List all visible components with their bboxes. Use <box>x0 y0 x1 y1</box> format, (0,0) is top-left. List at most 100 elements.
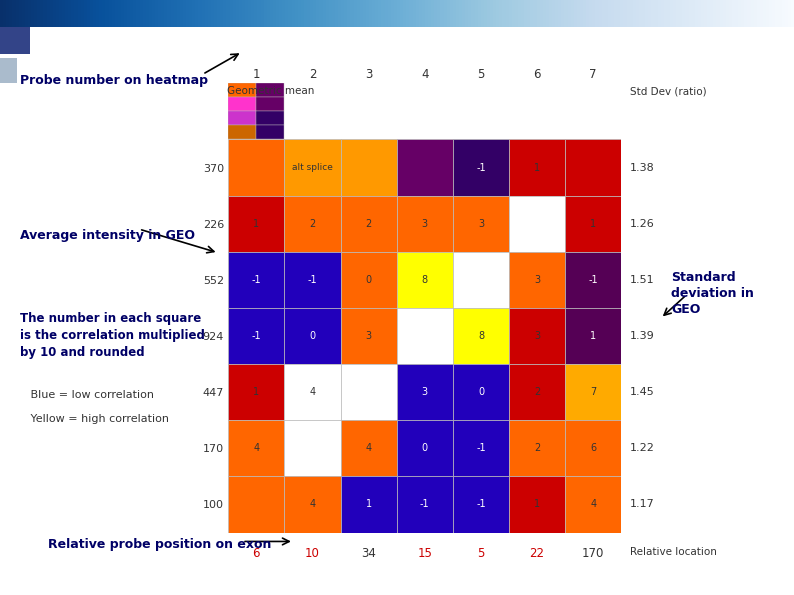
Bar <box>509 196 565 252</box>
Bar <box>228 111 256 126</box>
Text: 1: 1 <box>590 219 596 228</box>
Bar <box>256 98 284 111</box>
Text: 3: 3 <box>534 275 540 285</box>
Text: Geometric mean: Geometric mean <box>227 86 314 96</box>
Bar <box>228 139 284 196</box>
Text: 4: 4 <box>365 443 372 453</box>
Text: 170: 170 <box>582 547 604 559</box>
Bar <box>397 196 453 252</box>
Bar <box>341 477 397 533</box>
Bar <box>228 196 284 252</box>
Bar <box>509 252 565 308</box>
Bar <box>397 139 453 196</box>
Text: Relative probe position on exon: Relative probe position on exon <box>48 538 271 552</box>
Text: -1: -1 <box>307 275 318 285</box>
Text: 15: 15 <box>418 547 432 559</box>
Text: Relative location: Relative location <box>630 547 717 556</box>
Text: 1: 1 <box>590 331 596 341</box>
Bar <box>341 420 397 477</box>
Text: -1: -1 <box>252 331 261 341</box>
Bar <box>256 126 284 139</box>
Bar <box>397 364 453 420</box>
Bar <box>284 139 341 196</box>
Bar <box>453 308 509 364</box>
Text: Standard
deviation in
GEO: Standard deviation in GEO <box>671 271 754 316</box>
Text: -1: -1 <box>476 443 486 453</box>
Text: 1.17: 1.17 <box>630 499 654 509</box>
Text: 5: 5 <box>477 547 484 559</box>
Bar <box>228 420 284 477</box>
Bar <box>341 308 397 364</box>
Bar <box>565 420 622 477</box>
Text: 34: 34 <box>361 547 376 559</box>
Text: 1.38: 1.38 <box>630 162 654 173</box>
Text: 1.39: 1.39 <box>630 331 654 341</box>
Text: 7: 7 <box>590 387 596 397</box>
Bar <box>256 83 284 98</box>
Text: 2: 2 <box>534 443 540 453</box>
Text: 1: 1 <box>365 499 372 509</box>
Text: 0: 0 <box>310 331 315 341</box>
Bar <box>565 139 622 196</box>
Text: 4: 4 <box>590 499 596 509</box>
Bar <box>228 252 284 308</box>
Text: Std Dev (ratio): Std Dev (ratio) <box>630 86 707 96</box>
Bar <box>453 420 509 477</box>
Text: 0: 0 <box>478 387 484 397</box>
Bar <box>453 139 509 196</box>
Bar <box>509 477 565 533</box>
Text: 1.51: 1.51 <box>630 275 654 285</box>
Text: 8: 8 <box>422 275 428 285</box>
Bar <box>341 364 397 420</box>
Bar <box>397 308 453 364</box>
Text: 10: 10 <box>305 547 320 559</box>
Text: 4: 4 <box>310 499 315 509</box>
Bar <box>228 126 256 139</box>
Text: Average intensity in GEO: Average intensity in GEO <box>20 229 195 242</box>
Text: -1: -1 <box>252 275 261 285</box>
Text: 8: 8 <box>478 331 484 341</box>
Text: 3: 3 <box>422 219 428 228</box>
Text: -1: -1 <box>420 499 430 509</box>
Bar <box>341 139 397 196</box>
Text: 3: 3 <box>422 387 428 397</box>
Bar <box>397 420 453 477</box>
Bar <box>453 196 509 252</box>
Text: 0: 0 <box>422 443 428 453</box>
Bar <box>228 83 256 98</box>
Text: The number in each square
is the correlation multiplied
by 10 and rounded: The number in each square is the correla… <box>20 312 205 359</box>
Text: 1.45: 1.45 <box>630 387 654 397</box>
Bar <box>284 364 341 420</box>
Bar <box>453 477 509 533</box>
Bar <box>397 252 453 308</box>
Text: 1: 1 <box>534 499 540 509</box>
Bar <box>453 364 509 420</box>
Text: alt splice: alt splice <box>292 163 333 172</box>
Text: 4: 4 <box>310 387 315 397</box>
Bar <box>284 308 341 364</box>
Text: 1: 1 <box>253 219 260 228</box>
Text: 2: 2 <box>310 219 315 228</box>
Text: 1.26: 1.26 <box>630 219 654 228</box>
Bar <box>284 252 341 308</box>
Bar <box>341 252 397 308</box>
Bar <box>284 477 341 533</box>
Bar <box>509 364 565 420</box>
Text: 4: 4 <box>253 443 260 453</box>
Text: Yellow = high correlation: Yellow = high correlation <box>20 414 169 424</box>
Text: 1: 1 <box>534 162 540 173</box>
Text: -1: -1 <box>476 162 486 173</box>
Text: 1.22: 1.22 <box>630 443 654 453</box>
Bar <box>565 364 622 420</box>
Text: 1: 1 <box>253 387 260 397</box>
Bar <box>509 308 565 364</box>
Bar <box>256 111 284 126</box>
Text: 0: 0 <box>365 275 372 285</box>
Bar <box>565 252 622 308</box>
Bar <box>0 27 30 54</box>
Bar <box>0 58 17 83</box>
Text: 2: 2 <box>365 219 372 228</box>
Text: 3: 3 <box>478 219 484 228</box>
Bar <box>509 420 565 477</box>
Bar <box>228 477 284 533</box>
